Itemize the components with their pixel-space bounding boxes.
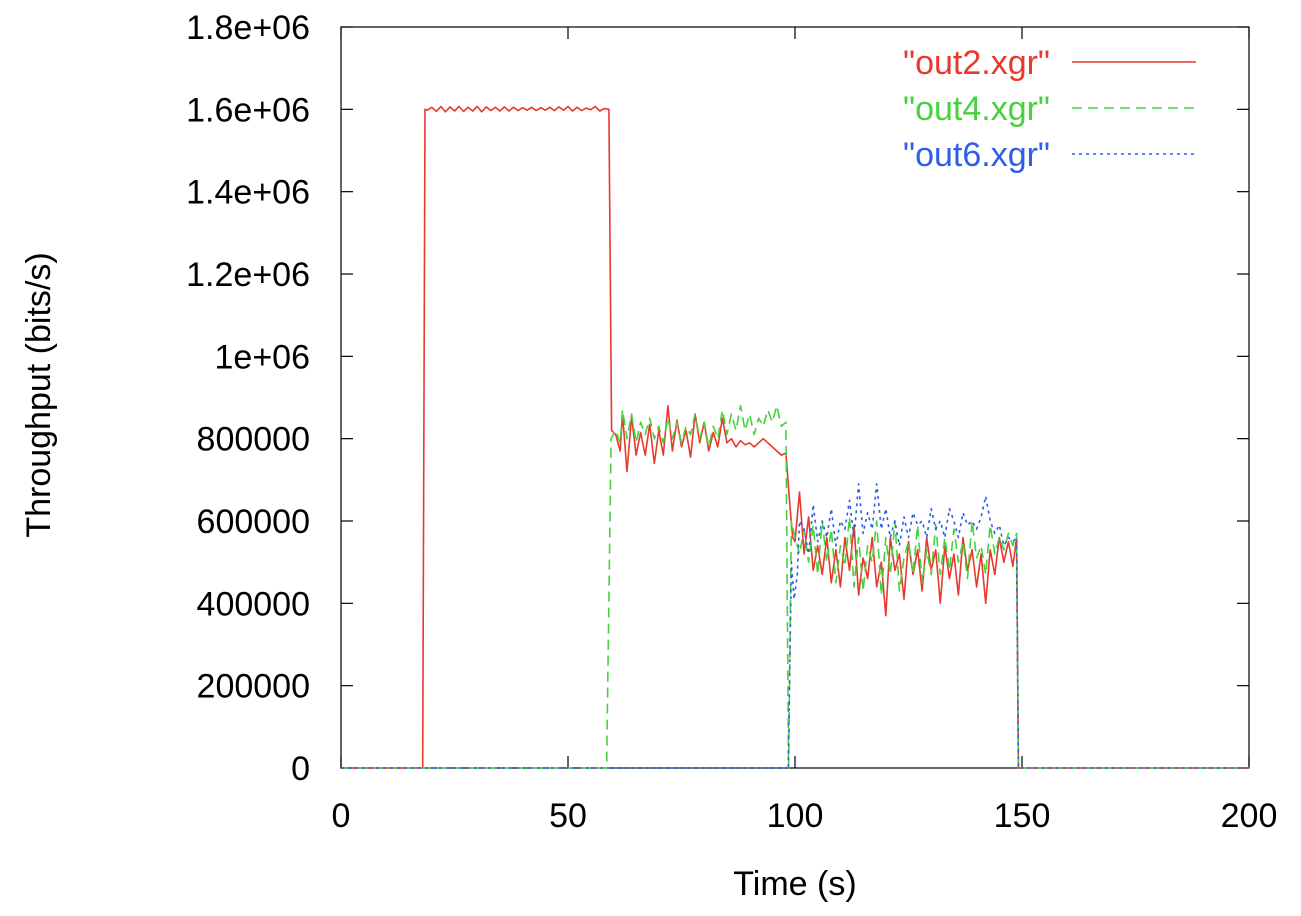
legend-label-3: "out6.xgr" xyxy=(903,136,1050,174)
y-tick-label: 1e+06 xyxy=(215,338,311,376)
series-line-1 xyxy=(341,105,1249,769)
series-line-3 xyxy=(341,483,1249,769)
y-tick-label: 1.4e+06 xyxy=(186,174,310,212)
y-tick-label: 400000 xyxy=(197,585,310,623)
y-tick-label: 600000 xyxy=(197,503,310,541)
x-tick-label: 200 xyxy=(1221,797,1278,835)
x-tick-label: 50 xyxy=(549,797,587,835)
x-axis-title: Time (s) xyxy=(733,865,856,903)
y-axis-title: Throughput (bits/s) xyxy=(20,252,58,537)
x-tick-label: 0 xyxy=(332,797,351,835)
y-tick-label: 200000 xyxy=(197,668,310,706)
y-tick-label: 1.6e+06 xyxy=(186,91,310,129)
y-tick-label: 0 xyxy=(291,750,310,788)
plot-area-frame xyxy=(340,26,1250,769)
y-tick-label: 800000 xyxy=(197,421,310,459)
legend-label-2: "out4.xgr" xyxy=(903,90,1050,128)
y-tick-label: 1.2e+06 xyxy=(186,256,310,294)
legend-label-1: "out2.xgr" xyxy=(903,44,1050,82)
series-line-2 xyxy=(341,404,1249,769)
y-tick-label: 1.8e+06 xyxy=(186,9,310,47)
x-tick-label: 150 xyxy=(994,797,1051,835)
x-tick-label: 100 xyxy=(767,797,824,835)
